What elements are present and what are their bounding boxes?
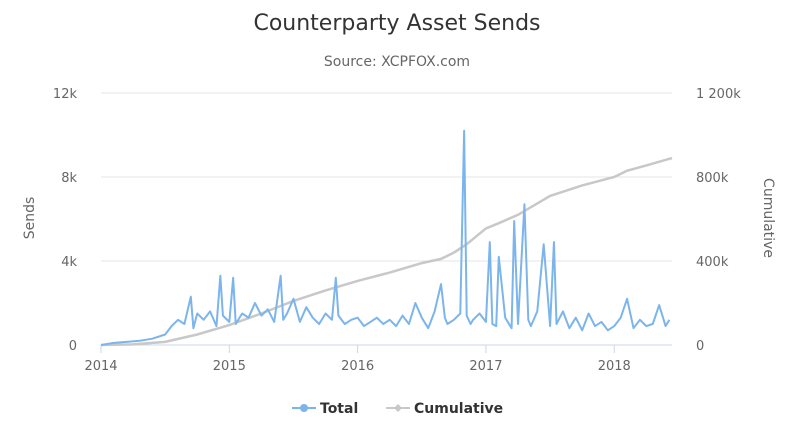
y-right-tick-label: 800k [696, 171, 729, 186]
x-tick-label: 2018 [598, 359, 631, 374]
y-left-axis: 0 4k 8k 12k [53, 87, 78, 354]
y-left-tick-label: 0 [69, 339, 77, 354]
y-axis-right-title: Cumulative [760, 178, 776, 258]
x-tick-label: 2014 [84, 359, 117, 374]
y-left-tick-label: 4k [61, 255, 77, 270]
legend-marker-total [300, 404, 308, 412]
legend-label-total: Total [320, 401, 358, 417]
legend-item-total[interactable]: Total [292, 401, 358, 417]
x-axis: 2014 2015 2016 2017 2018 [84, 345, 631, 374]
chart-title: Counterparty Asset Sends [253, 11, 540, 36]
legend-item-cumulative[interactable]: Cumulative [386, 401, 503, 417]
x-tick-label: 2015 [213, 359, 246, 374]
y-right-tick-label: 0 [696, 339, 704, 354]
series-layer [100, 129, 673, 347]
legend-marker-cumulative [394, 404, 402, 412]
legend-label-cumulative: Cumulative [414, 401, 503, 417]
series-line-cumulative [100, 156, 673, 347]
x-tick-label: 2016 [341, 359, 374, 374]
y-right-axis: 0 400k 800k 1 200k [696, 87, 741, 354]
grid-lines [101, 92, 672, 346]
y-right-tick-label: 400k [696, 255, 729, 270]
y-left-tick-label: 12k [53, 87, 78, 102]
y-left-tick-label: 8k [61, 171, 77, 186]
y-axis-left-title: Sends [22, 197, 38, 240]
series-line-total [100, 129, 671, 346]
chart-subtitle: Source: XCPFOX.com [324, 54, 470, 70]
legend: Total Cumulative [292, 401, 503, 417]
x-tick-label: 2017 [469, 359, 502, 374]
y-right-tick-label: 1 200k [696, 87, 741, 102]
